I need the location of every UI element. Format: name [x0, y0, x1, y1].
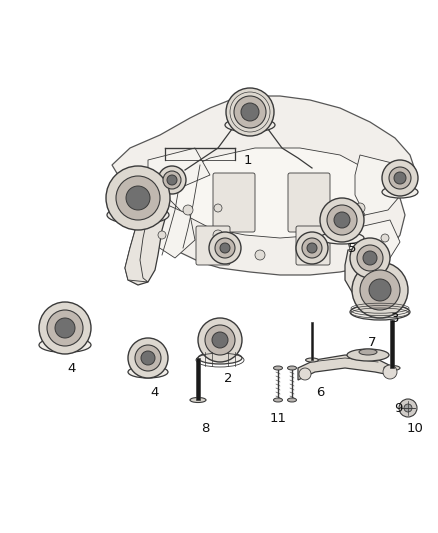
Circle shape	[352, 262, 408, 318]
Circle shape	[381, 234, 389, 242]
FancyBboxPatch shape	[288, 173, 330, 232]
Circle shape	[135, 345, 161, 371]
Polygon shape	[112, 96, 415, 275]
Text: 5: 5	[348, 241, 356, 254]
Circle shape	[209, 232, 241, 264]
Text: 10: 10	[406, 422, 424, 434]
Circle shape	[389, 167, 411, 189]
Text: 4: 4	[151, 385, 159, 399]
FancyBboxPatch shape	[296, 226, 330, 265]
Text: 1: 1	[244, 154, 252, 166]
Ellipse shape	[107, 206, 169, 224]
Ellipse shape	[359, 349, 377, 355]
Ellipse shape	[190, 398, 206, 402]
Text: 9: 9	[394, 401, 402, 415]
Circle shape	[296, 232, 328, 264]
Circle shape	[383, 365, 397, 379]
Circle shape	[198, 318, 242, 362]
Polygon shape	[125, 192, 158, 282]
Ellipse shape	[384, 366, 400, 370]
Circle shape	[167, 175, 177, 185]
Polygon shape	[348, 220, 400, 265]
Circle shape	[55, 318, 75, 338]
Text: 11: 11	[269, 411, 286, 424]
Text: 2: 2	[224, 372, 232, 384]
Ellipse shape	[287, 366, 297, 370]
Circle shape	[226, 88, 274, 136]
Circle shape	[394, 172, 406, 184]
Circle shape	[327, 205, 357, 235]
Circle shape	[357, 245, 383, 271]
Polygon shape	[148, 148, 210, 190]
Ellipse shape	[273, 366, 283, 370]
Circle shape	[241, 103, 259, 121]
Circle shape	[307, 243, 317, 253]
Circle shape	[404, 404, 412, 412]
Ellipse shape	[382, 186, 418, 198]
Ellipse shape	[306, 358, 318, 362]
Circle shape	[215, 238, 235, 258]
Text: 7: 7	[368, 335, 376, 349]
Circle shape	[360, 270, 400, 310]
Polygon shape	[148, 198, 195, 258]
Circle shape	[141, 351, 155, 365]
Ellipse shape	[273, 398, 283, 402]
Circle shape	[234, 96, 266, 128]
Circle shape	[363, 251, 377, 265]
Circle shape	[106, 166, 170, 230]
Circle shape	[220, 243, 230, 253]
Circle shape	[47, 310, 83, 346]
Ellipse shape	[225, 118, 275, 132]
Circle shape	[163, 171, 181, 189]
Text: 6: 6	[316, 385, 324, 399]
Ellipse shape	[287, 398, 297, 402]
Circle shape	[350, 238, 390, 278]
Circle shape	[126, 186, 150, 210]
Circle shape	[39, 302, 91, 354]
Ellipse shape	[128, 366, 168, 378]
Polygon shape	[355, 155, 405, 215]
Circle shape	[205, 325, 235, 355]
Circle shape	[399, 399, 417, 417]
Circle shape	[369, 279, 391, 301]
Bar	[390, 320, 394, 368]
Circle shape	[320, 198, 364, 242]
Ellipse shape	[198, 352, 242, 364]
Text: 8: 8	[201, 422, 209, 434]
Ellipse shape	[350, 304, 410, 320]
Circle shape	[158, 166, 186, 194]
Ellipse shape	[320, 232, 364, 244]
Text: 3: 3	[391, 311, 399, 325]
Bar	[196, 358, 200, 400]
Text: 4: 4	[68, 361, 76, 375]
Ellipse shape	[39, 337, 91, 352]
Circle shape	[302, 238, 322, 258]
Ellipse shape	[347, 349, 389, 361]
Circle shape	[334, 212, 350, 228]
FancyBboxPatch shape	[213, 173, 255, 232]
Circle shape	[255, 250, 265, 260]
Circle shape	[336, 204, 344, 212]
Polygon shape	[298, 355, 395, 380]
Circle shape	[214, 204, 222, 212]
Polygon shape	[168, 148, 375, 238]
FancyBboxPatch shape	[196, 226, 230, 265]
Circle shape	[337, 230, 347, 240]
Circle shape	[382, 160, 418, 196]
Circle shape	[116, 176, 160, 220]
Polygon shape	[125, 195, 168, 285]
Circle shape	[303, 250, 313, 260]
Circle shape	[128, 338, 168, 378]
Circle shape	[213, 230, 223, 240]
Bar	[311, 322, 314, 360]
Circle shape	[355, 203, 365, 213]
Circle shape	[158, 231, 166, 239]
Circle shape	[183, 205, 193, 215]
Circle shape	[299, 368, 311, 380]
Polygon shape	[345, 248, 375, 295]
Circle shape	[212, 332, 228, 348]
